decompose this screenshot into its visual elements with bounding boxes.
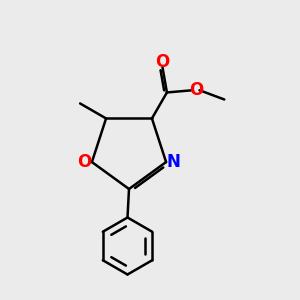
- Text: O: O: [189, 81, 203, 99]
- Text: N: N: [167, 153, 181, 171]
- Text: O: O: [155, 53, 170, 71]
- Text: O: O: [77, 153, 92, 171]
